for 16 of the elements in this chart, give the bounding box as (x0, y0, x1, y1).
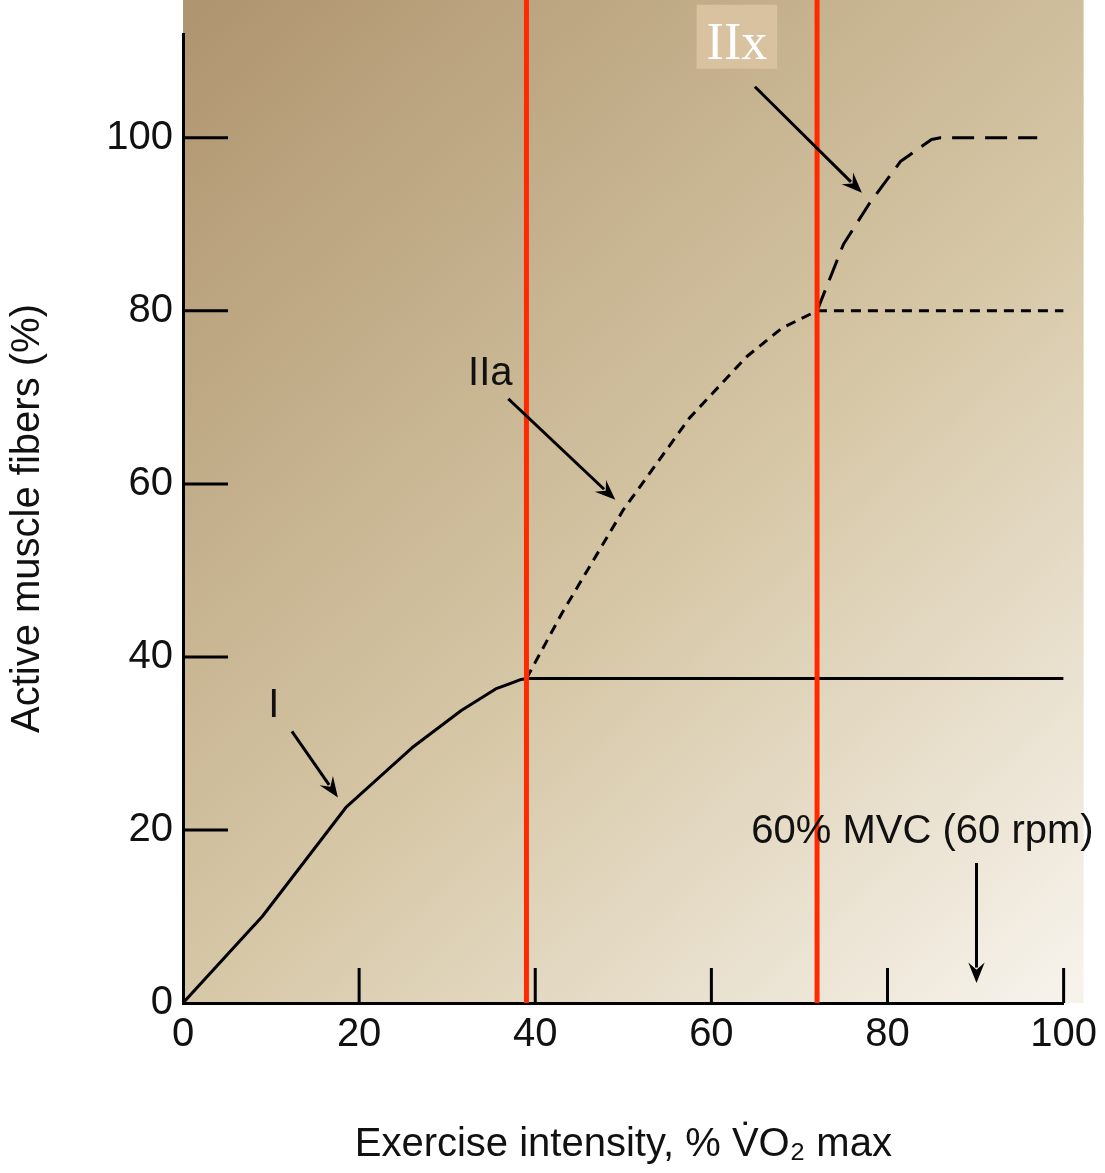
x-tick-label: 100 (1030, 1010, 1098, 1055)
y-tick-label: 20 (128, 805, 173, 849)
text: IIa (468, 348, 514, 393)
text: IIx (706, 12, 768, 70)
x-axis-title: Exercise intensity, % V̇O₂ max (354, 1120, 892, 1165)
y-axis-title: Active muscle fibers (%) (3, 304, 48, 733)
y-tick-label: 100 (106, 112, 173, 157)
y-tick-label: 40 (128, 631, 173, 676)
text: I (268, 681, 280, 726)
x-tick-label: 20 (336, 1010, 382, 1055)
x-tick-label: 40 (513, 1010, 558, 1055)
x-tick-label: 60 (689, 1010, 734, 1055)
y-tick-label: 80 (128, 285, 173, 330)
y-tick-label: 0 (150, 978, 173, 1023)
x-tick-label: 80 (865, 1010, 910, 1055)
y-tick-label: 60 (128, 458, 173, 503)
